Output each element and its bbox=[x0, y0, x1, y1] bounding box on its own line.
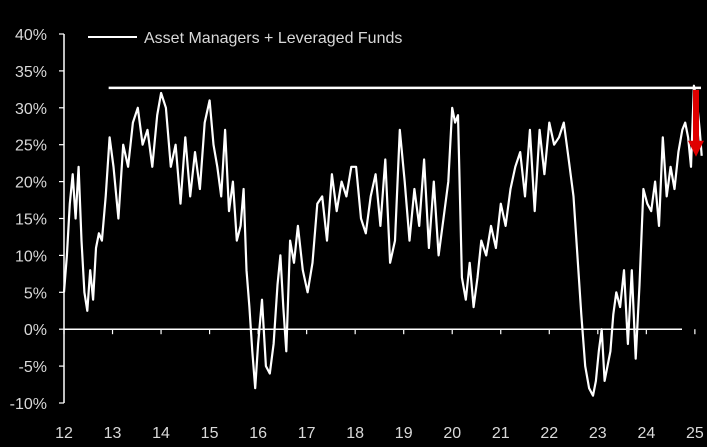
x-tick-label: 23 bbox=[589, 425, 607, 442]
y-tick-label: 10% bbox=[15, 248, 47, 265]
y-tick-label: 5% bbox=[24, 285, 47, 302]
y-tick-label: -10% bbox=[10, 396, 47, 413]
x-tick-label: 13 bbox=[104, 425, 122, 442]
y-tick-label: 40% bbox=[15, 27, 47, 44]
x-tick-label: 14 bbox=[152, 425, 170, 442]
y-tick-label: 25% bbox=[15, 138, 47, 155]
x-tick-label: 25 bbox=[686, 425, 704, 442]
series-group bbox=[62, 84, 703, 397]
y-tick-label: 0% bbox=[24, 322, 47, 339]
legend-label: Asset Managers + Leveraged Funds bbox=[144, 30, 402, 47]
y-tick-label: -5% bbox=[19, 359, 47, 376]
x-tick-label: 12 bbox=[55, 425, 73, 442]
x-tick-label: 18 bbox=[346, 425, 364, 442]
y-tick-label: 35% bbox=[15, 64, 47, 81]
axes: 40% 35% 30% 25% 20% 15% 10% 5% 0% -5% -10% 12 13 14 15… bbox=[10, 27, 704, 442]
series-line bbox=[62, 84, 703, 397]
y-tick-label: 20% bbox=[15, 175, 47, 192]
x-tick-label: 21 bbox=[492, 425, 510, 442]
x-tick-label: 19 bbox=[395, 425, 413, 442]
x-tick-label: 20 bbox=[443, 425, 461, 442]
legend: Asset Managers + Leveraged Funds bbox=[88, 30, 402, 47]
y-tick-label: 30% bbox=[15, 101, 47, 118]
x-tick-label: 16 bbox=[249, 425, 267, 442]
x-tick-label: 24 bbox=[637, 425, 655, 442]
arrow-annotation bbox=[688, 89, 704, 157]
y-tick-label: 15% bbox=[15, 212, 47, 229]
x-tick-label: 17 bbox=[298, 425, 316, 442]
arrow-head bbox=[688, 140, 704, 157]
arrow-shaft bbox=[693, 89, 699, 143]
x-tick-label: 15 bbox=[201, 425, 219, 442]
x-tick-label: 22 bbox=[540, 425, 558, 442]
